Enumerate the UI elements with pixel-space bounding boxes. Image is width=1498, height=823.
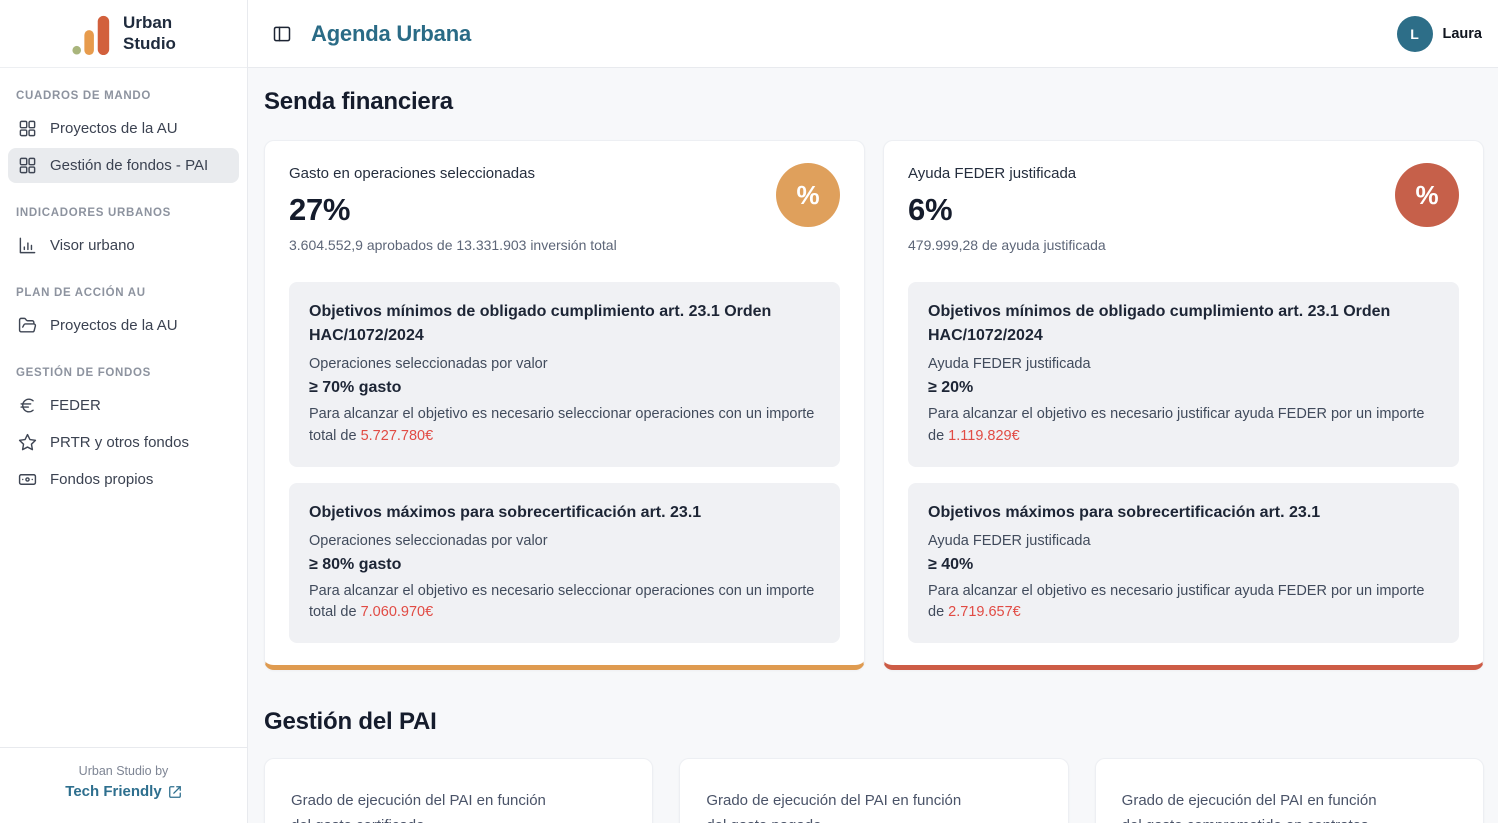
bar-chart-logo-icon — [71, 12, 113, 56]
tech-friendly-link[interactable]: Tech Friendly — [65, 783, 181, 800]
kpi-card-gasto-operaciones: Gasto en operaciones seleccionadas 27% 3… — [264, 140, 865, 670]
dashboard-grid-icon — [18, 119, 37, 138]
kpi-card-ayuda-feder: Ayuda FEDER justificada 6% 479.999,28 de… — [883, 140, 1484, 670]
nav-section-plan-accion: PLAN DE ACCIÓN AU — [16, 287, 146, 299]
footer-byline: Urban Studio by — [78, 764, 169, 778]
objective-amount: 5.727.780€ — [360, 427, 434, 444]
sidebar-item-label: FEDER — [50, 397, 101, 414]
main-area: Agenda Urbana L Laura Senda financiera G… — [248, 0, 1498, 823]
external-link-icon — [168, 785, 182, 799]
kpi-value: 27% — [289, 192, 351, 227]
senda-financiera-title: Senda financiera — [264, 88, 453, 115]
objective-threshold: ≥ 80% gasto — [309, 555, 402, 573]
sidebar-item-label: Gestión de fondos - PAI — [50, 157, 209, 174]
star-icon — [18, 433, 37, 452]
sidebar-item-label: Fondos propios — [50, 471, 154, 488]
topbar: Agenda Urbana L Laura — [248, 0, 1498, 68]
objective-box-maximos: Objetivos máximos para sobrecertificació… — [289, 482, 840, 643]
sidebar-item-feder[interactable]: FEDER — [8, 388, 239, 423]
objective-amount: 2.719.657€ — [948, 604, 1021, 621]
sidebar-item-label: Visor urbano — [50, 237, 135, 254]
objective-description: Para alcanzar el objetivo es necesario j… — [928, 582, 1425, 621]
sidebar-item-fondos-propios[interactable]: Fondos propios — [8, 462, 239, 497]
pai-cards-row: Grado de ejecución del PAI en función de… — [264, 758, 1484, 823]
page-title: Agenda Urbana — [311, 20, 471, 46]
objective-metric: Ayuda FEDER justificada — [928, 356, 1091, 372]
sidebar-item-proyectos-au-plan[interactable]: Proyectos de la AU — [8, 308, 239, 343]
gestion-pai-title: Gestión del PAI — [264, 708, 437, 735]
objective-threshold: ≥ 40% — [928, 555, 974, 573]
sidebar-nav: CUADROS DE MANDO Proyectos de la AU Gest… — [0, 68, 247, 747]
banknote-icon — [18, 470, 37, 489]
app-name: Urban Studio — [123, 13, 176, 53]
pai-card-gasto-pagado: Grado de ejecución del PAI en función de… — [679, 758, 1069, 823]
sidebar-footer: Urban Studio by Tech Friendly — [0, 747, 247, 823]
objective-title: Objetivos mínimos de obligado cumplimien… — [309, 303, 772, 344]
sidebar-toggle-icon[interactable] — [272, 24, 292, 44]
objective-metric: Ayuda FEDER justificada — [928, 532, 1091, 549]
percent-badge-icon: % — [776, 163, 840, 227]
app-logo: Urban Studio — [0, 0, 247, 68]
percent-badge-icon: % — [1395, 163, 1459, 227]
sidebar-item-label: PRTR y otros fondos — [50, 434, 189, 451]
kpi-label: Ayuda FEDER justificada — [908, 165, 1077, 182]
objective-box-maximos: Objetivos máximos para sobrecertificació… — [908, 482, 1459, 643]
objective-threshold: ≥ 70% gasto — [309, 379, 402, 396]
objective-threshold: ≥ 20% — [928, 379, 974, 396]
nav-section-gestion-fondos: GESTIÓN DE FONDOS — [16, 367, 152, 379]
objective-description: Para alcanzar el objetivo es necesario s… — [309, 582, 815, 621]
sidebar: Urban Studio CUADROS DE MANDO Proyectos … — [0, 0, 248, 823]
sidebar-item-visor-urbano[interactable]: Visor urbano — [8, 228, 239, 263]
nav-section-cuadros: CUADROS DE MANDO — [16, 90, 151, 102]
nav-section-indicadores: INDICADORES URBANOS — [16, 207, 171, 219]
sidebar-item-label: Proyectos de la AU — [50, 317, 178, 334]
sidebar-item-proyectos-au-cuadros[interactable]: Proyectos de la AU — [8, 111, 239, 146]
objective-description: Para alcanzar el objetivo es necesario j… — [928, 406, 1425, 444]
objective-title: Objetivos máximos para sobrecertificació… — [928, 503, 1321, 521]
objective-box-minimos: Objetivos mínimos de obligado cumplimien… — [908, 282, 1459, 467]
pai-card-label: Grado de ejecución del PAI en función de… — [1121, 792, 1377, 823]
pai-card-label: Grado de ejecución del PAI en función de… — [706, 792, 962, 823]
objective-metric: Operaciones seleccionadas por valor — [309, 356, 548, 372]
user-name: Laura — [1442, 25, 1483, 42]
euro-icon — [18, 396, 37, 415]
kpi-label: Gasto en operaciones seleccionadas — [289, 165, 535, 182]
objective-title: Objetivos máximos para sobrecertificació… — [309, 503, 702, 521]
sidebar-item-prtr[interactable]: PRTR y otros fondos — [8, 425, 239, 460]
pai-card-gasto-certificado: Grado de ejecución del PAI en función de… — [264, 758, 654, 823]
objective-amount: 7.060.970€ — [360, 604, 434, 621]
pai-card-gasto-comprometido: Grado de ejecución del PAI en función de… — [1094, 758, 1484, 823]
sidebar-item-label: Proyectos de la AU — [50, 120, 178, 137]
objective-description: Para alcanzar el objetivo es necesario s… — [309, 406, 815, 444]
senda-cards-row: Gasto en operaciones seleccionadas 27% 3… — [264, 140, 1484, 670]
pai-card-label: Grado de ejecución del PAI en función de… — [291, 792, 546, 823]
tech-friendly-label: Tech Friendly — [65, 783, 162, 800]
bar-chart-icon — [18, 236, 37, 255]
kpi-value: 6% — [908, 192, 953, 227]
kpi-subtext: 3.604.552,9 aprobados de 13.331.903 inve… — [289, 237, 617, 253]
folder-open-icon — [18, 316, 37, 335]
sidebar-item-gestion-fondos-pai[interactable]: Gestión de fondos - PAI — [8, 148, 239, 183]
content: Senda financiera Gasto en operaciones se… — [248, 68, 1498, 823]
user-avatar[interactable]: L — [1396, 15, 1433, 52]
objective-box-minimos: Objetivos mínimos de obligado cumplimien… — [289, 282, 840, 467]
dashboard-grid-icon — [18, 156, 37, 175]
objective-title: Objetivos mínimos de obligado cumplimien… — [928, 303, 1391, 344]
objective-amount: 1.119.829€ — [948, 427, 1020, 444]
kpi-subtext: 479.999,28 de ayuda justificada — [908, 237, 1106, 253]
objective-metric: Operaciones seleccionadas por valor — [309, 532, 548, 549]
avatar-initial: L — [1410, 25, 1419, 42]
